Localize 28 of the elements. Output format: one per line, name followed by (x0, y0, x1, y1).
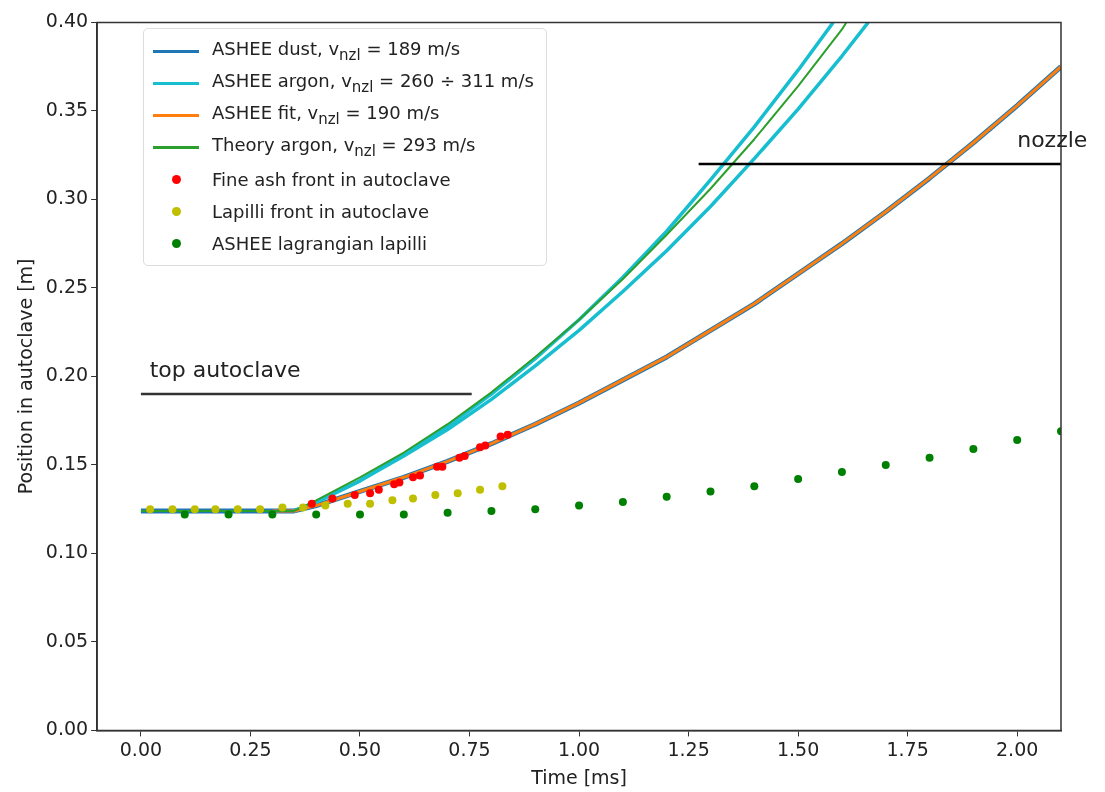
x-tick-label: 2.00 (996, 737, 1039, 760)
y-tick-label: 0.20 (45, 363, 89, 386)
y-tick-label: 0.00 (45, 717, 89, 740)
legend-label: ASHEE fit, v$_{nzl}$ = 190 m/s (212, 102, 440, 128)
legend-label: ASHEE dust, v$_{nzl}$ = 189 m/s (212, 38, 461, 64)
legend-label: Lapilli front in autoclave (212, 200, 430, 222)
x-tick-label: 0.75 (448, 737, 491, 760)
x-tick-label: 1.00 (557, 737, 601, 760)
y-tick-label: 0.05 (45, 628, 89, 651)
y-tick-label: 0.15 (45, 451, 89, 474)
x-tick-label: 1.50 (776, 737, 820, 760)
y-tick-label: 0.40 (45, 9, 89, 32)
y-tick-label: 0.10 (45, 540, 89, 563)
x-tick-label: 0.25 (229, 737, 272, 760)
y-tick-label: 0.35 (45, 97, 89, 120)
legend-label: Theory argon, v$_{nzl}$ = 293 m/s (212, 134, 476, 160)
x-tick-label: 1.25 (667, 737, 710, 760)
annotation: top autoclave (149, 356, 301, 382)
legend-label: ASHEE lagrangian lapilli (212, 232, 428, 254)
legend-label: ASHEE argon, v$_{nzl}$ = 260 ÷ 311 m/s (212, 70, 534, 96)
x-tick-label: 0.50 (338, 737, 382, 760)
x-tick-label: 1.75 (886, 737, 929, 760)
y-tick-label: 0.25 (45, 274, 89, 297)
y-tick-label: 0.30 (45, 186, 89, 209)
legend-label: Fine ash front in autoclave (212, 168, 451, 190)
x-tick-label: 0.00 (119, 737, 163, 760)
y-axis-title: Position in autoclave [m] (14, 258, 37, 495)
x-axis-title: Time [ms] (530, 765, 627, 788)
